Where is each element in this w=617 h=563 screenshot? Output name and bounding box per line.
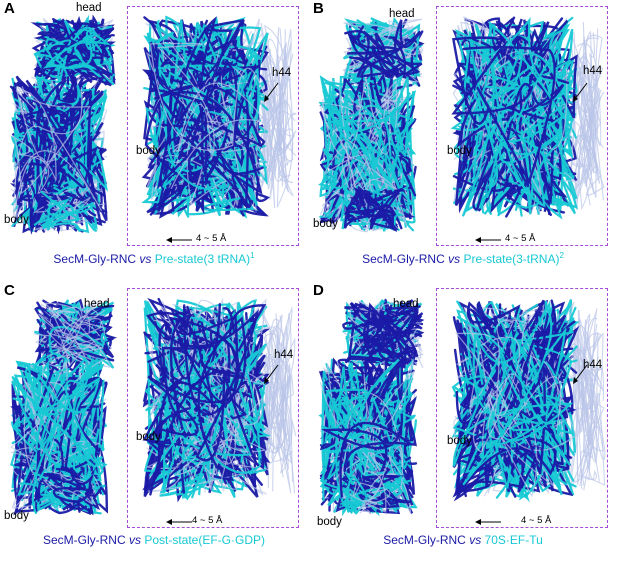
h44-label: h44 xyxy=(583,359,603,371)
compared-name: 70S·EF-Tu xyxy=(484,533,543,547)
zoom-inset-box: h44 body 4 ~ 5 Å xyxy=(436,288,608,528)
panel-a: A head body h44 body 4 ~ 5 Å SecM-Gly-RN… xyxy=(0,0,308,281)
h44-label: h44 xyxy=(274,349,294,361)
body-label-overview: body xyxy=(4,214,29,226)
reference-name: SecM-Gly-RNC xyxy=(383,533,466,547)
panel-letter: A xyxy=(4,0,15,17)
scale-label: 4 ~ 5 Å xyxy=(196,233,227,244)
vs-text: vs xyxy=(139,252,152,266)
compared-name: Pre-state(3 tRNA) xyxy=(154,252,251,266)
ribosome-overview-structure xyxy=(313,4,429,240)
head-label: head xyxy=(393,298,419,310)
vs-text: vs xyxy=(128,533,141,547)
panel-letter: C xyxy=(4,282,15,299)
zoom-inset-box: h44 body 4 ~ 5 Å xyxy=(127,288,299,528)
scale-label: 4 ~ 5 Å xyxy=(521,515,552,526)
h44-label: h44 xyxy=(583,65,603,77)
comparison-caption: SecM-Gly-RNC vs Pre-state(3 tRNA)1 xyxy=(0,251,308,266)
compared-name: Pre-state(3-tRNA) xyxy=(463,252,560,266)
reference-superscript: 1 xyxy=(250,251,255,260)
reference-name: SecM-Gly-RNC xyxy=(362,252,445,266)
panel-letter: B xyxy=(313,0,324,17)
vs-text: vs xyxy=(448,252,461,266)
panel-letter: D xyxy=(313,282,324,299)
scale-label: 4 ~ 5 Å xyxy=(192,515,223,526)
ribosome-overview-structure xyxy=(4,286,120,522)
zoom-inset-box: h44 body 4 ~ 5 Å xyxy=(436,6,608,246)
compared-name: Post-state(EF-G·GDP) xyxy=(144,533,266,547)
reference-superscript: 2 xyxy=(559,251,564,260)
panel-d: D head body h44 body 4 ~ 5 Å SecM-Gly-RN… xyxy=(309,282,617,563)
panel-c: C head body h44 body 4 ~ 5 Å SecM-Gly-RN… xyxy=(0,282,308,563)
body-label-zoom: body xyxy=(136,431,161,443)
body-label-overview: body xyxy=(317,516,342,528)
panel-b: B head body h44 body 4 ~ 5 Å SecM-Gly-RN… xyxy=(309,0,617,281)
zoom-inset-box: h44 body 4 ~ 5 Å xyxy=(127,6,299,246)
scale-label: 4 ~ 5 Å xyxy=(505,233,536,244)
head-label: head xyxy=(389,8,415,20)
body-label-zoom: body xyxy=(136,145,161,157)
comparison-caption: SecM-Gly-RNC vs Pre-state(3-tRNA)2 xyxy=(309,251,617,266)
head-label: head xyxy=(76,2,102,14)
h44-label: h44 xyxy=(272,67,292,79)
vs-text: vs xyxy=(469,533,482,547)
reference-name: SecM-Gly-RNC xyxy=(42,533,126,547)
ribosome-overview-structure xyxy=(4,4,120,240)
body-label-overview: body xyxy=(4,510,29,522)
reference-name: SecM-Gly-RNC xyxy=(53,252,137,266)
comparison-caption: SecM-Gly-RNC vs 70S·EF-Tu xyxy=(309,533,617,547)
body-label-overview: body xyxy=(313,218,338,230)
ribosome-overview-structure xyxy=(313,286,429,522)
body-label-zoom: body xyxy=(447,435,472,447)
comparison-caption: SecM-Gly-RNC vs Post-state(EF-G·GDP) xyxy=(0,533,308,547)
head-label: head xyxy=(84,298,110,310)
body-label-zoom: body xyxy=(447,145,472,157)
